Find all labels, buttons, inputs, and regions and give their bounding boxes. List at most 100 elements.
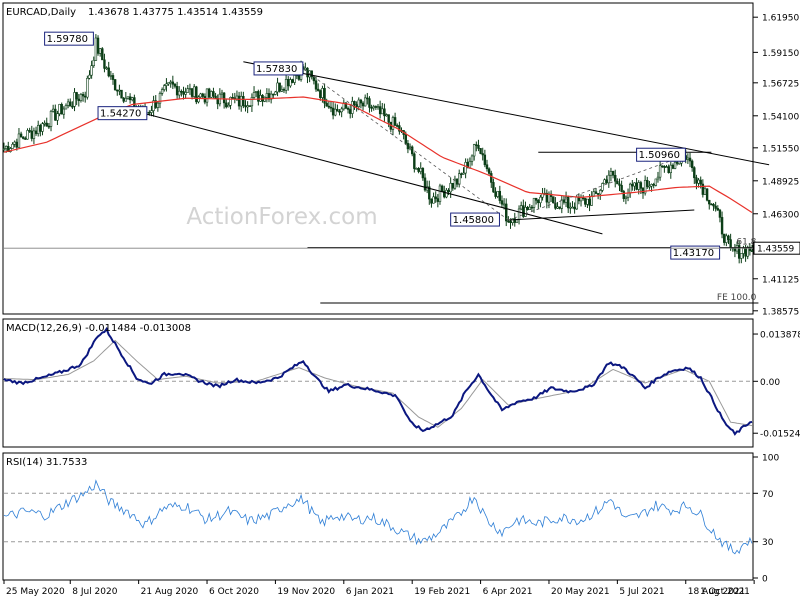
candle-body [368,98,371,108]
chart-symbol-label: EURCAD,Daily [6,7,76,18]
candle-body [440,185,444,192]
candle-body [325,102,328,107]
candle-body [396,125,399,127]
candle-body [207,88,211,98]
candle-body [163,85,166,90]
candle-body [413,153,416,169]
price-annotation: 1.50960 [639,150,680,161]
candle-body [699,179,702,185]
macd-axis-label: -0.015247 [760,430,800,440]
candle-body [73,92,76,107]
candle-body [434,196,437,199]
candle-body [331,107,335,116]
candle-body [90,65,93,76]
candle-body [398,125,401,132]
candle-body [34,130,38,134]
candle-body [586,198,589,205]
candle-body [650,184,653,187]
candle-body [421,167,425,179]
candle-body [54,108,57,121]
price-axis-label: 1.56725 [762,79,799,89]
candle-body [487,168,491,174]
price-panel-frame [2,2,754,315]
candle-body [648,185,651,188]
candle-body [547,193,551,203]
candle-body [475,144,478,146]
candle-body [351,101,354,114]
current-price-label: 1.43559 [757,245,794,255]
candle-body [667,166,670,173]
time-axis-label: 8 Jul 2020 [72,587,117,597]
price-annotation-box [636,147,686,162]
candle-body [242,96,245,106]
candle-body [111,75,115,80]
candle-body [349,109,352,114]
candle-body [220,92,224,95]
candle-body [466,162,469,169]
time-axis-label: 18 Aug 2021 [688,587,746,597]
candle-body [346,107,350,110]
time-axis-label: 6 Jan 2021 [346,587,394,597]
candle-body [28,130,31,132]
price-axis-label: 1.41125 [762,275,799,285]
candle-body [567,196,570,209]
candle-body [599,190,602,195]
candle-body [24,138,27,140]
candle-body [438,185,442,202]
candle-body [470,155,474,162]
candle-body [374,106,378,108]
price-axis-label: 1.51550 [762,144,799,154]
candle-body [564,196,568,203]
rsi-line [3,479,753,555]
candle-body [287,79,290,87]
candle-body [184,92,187,95]
candle-body [372,106,375,109]
price-annotation-box [450,212,500,227]
price-axis-label: 1.59150 [762,49,799,59]
candle-body [532,197,536,208]
candle-body [658,165,662,178]
candle-body [212,91,215,97]
candle-body [51,108,55,112]
candle-body [464,162,467,174]
candle-body [280,89,284,92]
candle-body [460,173,463,176]
candle-body [628,183,632,194]
candle-body [103,59,106,69]
candle-body [13,141,16,145]
candle-body [363,97,367,107]
time-axis-label: 1 Oct 2021 [700,587,750,597]
price-annotation-box [253,61,304,76]
current-price-box [753,241,800,255]
candle-body [227,105,230,108]
dashed-swing-line [508,154,686,221]
candle-body [265,93,269,98]
candle-body [314,80,318,90]
candle-body [575,196,578,210]
candle-body [609,171,613,176]
candle-body [124,97,128,102]
rsi-panel-frame [2,452,754,581]
candle-body [492,182,495,193]
candle-body [494,191,497,197]
candle-body [639,182,643,189]
candle-body [622,191,625,199]
price-axis-label: 1.54100 [762,112,799,122]
candle-body [77,98,81,101]
candle-body [524,206,527,217]
price-annotation-box [44,31,94,46]
candle-body [43,122,46,125]
candle-body [385,114,388,117]
candle-body [152,100,155,111]
rsi-axis-label: 0 [762,575,768,585]
candle-body [98,48,102,54]
time-axis-label: 19 Feb 2021 [414,587,470,597]
candle-body [26,130,29,140]
price-axis-label: 1.61950 [762,14,799,24]
candle-body [417,168,420,172]
candle-body [443,190,446,198]
candle-body [297,74,301,80]
candle-body [430,198,433,204]
candle-body [116,89,119,92]
